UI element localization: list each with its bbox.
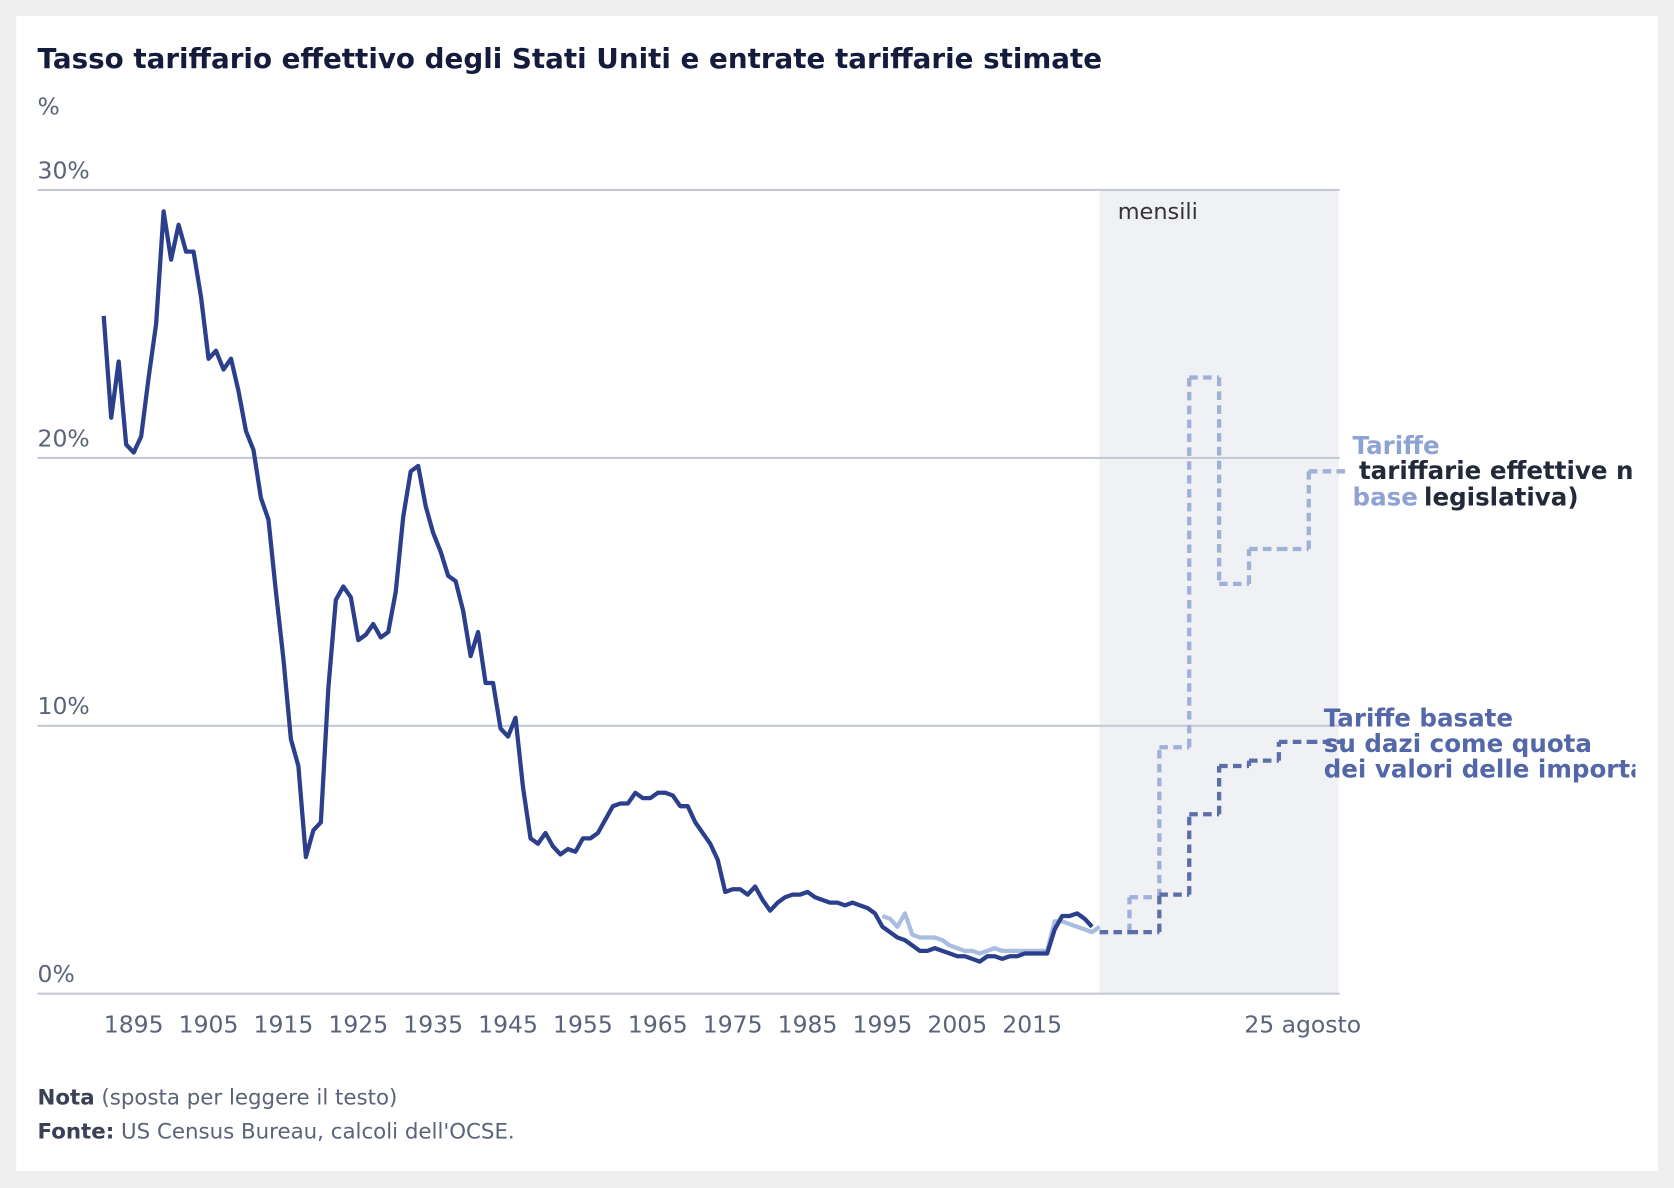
chart-background xyxy=(16,16,1658,1171)
x-tick-label: 1965 xyxy=(628,1010,688,1038)
x-tick-label: 2005 xyxy=(927,1010,987,1038)
monthly-panel xyxy=(1099,189,1339,994)
x-tick-label: 1995 xyxy=(853,1010,913,1038)
x-tick-label: 2015 xyxy=(1002,1010,1062,1038)
x-tick-label: 1905 xyxy=(179,1010,239,1038)
y-tick-label: 20% xyxy=(38,424,90,452)
legend-label: dei valori delle importa xyxy=(1324,755,1647,784)
x-tick-label: 1925 xyxy=(328,1010,388,1038)
footer-source: Fonte: US Census Bureau, calcoli dell'OC… xyxy=(38,1119,515,1144)
x-tick-label: 25 agosto xyxy=(1244,1010,1361,1038)
y-axis-label: % xyxy=(38,92,60,120)
footer-note: Nota (sposta per leggere il testo) xyxy=(38,1085,398,1110)
data-line xyxy=(101,209,1094,964)
x-tick-label: 1985 xyxy=(778,1010,838,1038)
x-tick-label: 1915 xyxy=(254,1010,314,1038)
legend-label: su dazi come quota xyxy=(1324,729,1592,758)
panel-label: mensili xyxy=(1118,199,1198,225)
x-tick-label: 1975 xyxy=(703,1010,763,1038)
x-tick-label: 1935 xyxy=(403,1010,463,1038)
legend-label: tariffarie effettive n xyxy=(1359,456,1634,485)
plot: 0% 10% 20% 30% 1895 1905 1915 1925 1935 1945 1955 1… xyxy=(38,156,1647,1038)
y-tick-label: 10% xyxy=(38,692,90,720)
data-line xyxy=(881,911,1101,956)
x-tick-label: 1955 xyxy=(553,1010,613,1038)
legend-label: Tariffe basate xyxy=(1324,703,1513,732)
legend-label: base xyxy=(1353,482,1418,511)
chart-title: Tasso tariffario effettivo degli Stati U… xyxy=(38,42,1103,75)
legend-label: Tariffe xyxy=(1353,431,1440,460)
x-tick-label: 1945 xyxy=(478,1010,538,1038)
x-tick-label: 1895 xyxy=(104,1010,164,1038)
y-tick-label: 30% xyxy=(38,156,90,184)
legend-label: legislativa) xyxy=(1424,482,1578,511)
y-tick-label: 0% xyxy=(38,960,75,988)
